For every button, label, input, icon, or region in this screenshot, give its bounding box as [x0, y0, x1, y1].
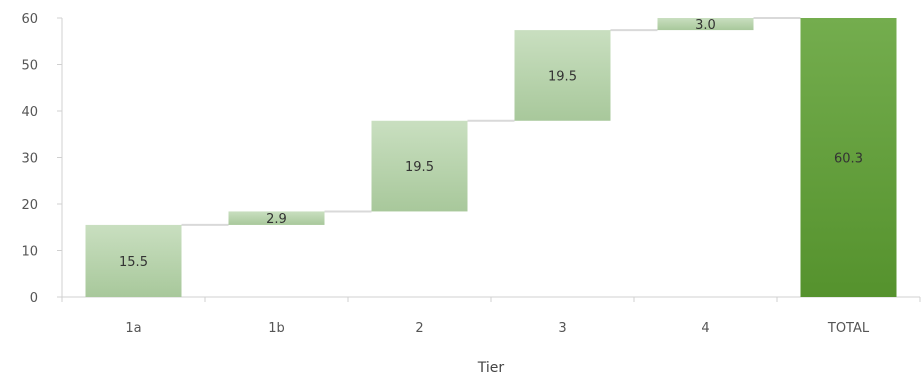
x-tick-label: 4	[701, 321, 709, 336]
x-tick-label: 1a	[125, 321, 141, 336]
increment-bar	[514, 30, 611, 121]
bar-value-label: 19.5	[548, 69, 577, 84]
y-tick-label: 10	[21, 245, 38, 260]
y-tick-label: 60	[21, 12, 38, 27]
increment-bar	[371, 120, 468, 212]
bar-value-label: 3.0	[695, 18, 716, 33]
y-axis: 0 10 20 30 40 50 60	[21, 12, 63, 306]
y-tick-label: 20	[21, 198, 38, 213]
increment-bar	[228, 211, 325, 225]
y-tick-label: 30	[21, 152, 38, 167]
y-tick-label: 0	[30, 291, 38, 306]
bar-value-label: 2.9	[266, 212, 287, 227]
x-axis-title: Tier	[477, 360, 505, 376]
y-tick-label: 40	[21, 105, 38, 120]
bars	[85, 18, 897, 297]
x-axis: 1a 1b 2 3 4 TOTAL	[61, 296, 921, 336]
increment-bar	[85, 224, 182, 297]
connector-lines	[181, 17, 801, 226]
y-tick-label: 50	[21, 59, 38, 74]
bar-value-label: 60.3	[834, 152, 863, 167]
x-tick-label: TOTAL	[827, 321, 870, 336]
bar-value-label: 15.5	[119, 255, 148, 270]
x-tick-label: 2	[415, 321, 423, 336]
increment-bar	[657, 18, 754, 31]
x-tick-label: 3	[558, 321, 566, 336]
x-tick-label: 1b	[268, 321, 285, 336]
total-bar	[800, 18, 897, 297]
bar-value-label: 19.5	[405, 160, 434, 175]
bar-labels: 15.5 2.9 19.5 19.5 3.0 60.3	[119, 18, 863, 270]
